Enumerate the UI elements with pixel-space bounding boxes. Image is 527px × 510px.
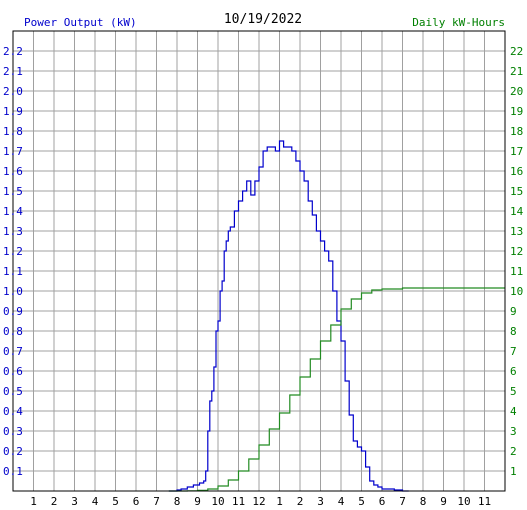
y-left-tick-label: 0.7 [3, 345, 23, 358]
y-right-tick-label: 19 [510, 105, 523, 118]
y-left-tick-label: 1.8 [3, 125, 23, 138]
x-tick-label: 8 [420, 495, 427, 508]
y-left-tick-label: 0.1 [3, 465, 23, 478]
y-left-tick-label: 1.0 [3, 285, 23, 298]
x-tick-label: 6 [133, 495, 140, 508]
x-tick-label: 1 [276, 495, 283, 508]
y-right-tick-label: 6 [510, 365, 517, 378]
x-tick-label: 2 [297, 495, 304, 508]
y-right-tick-label: 21 [510, 65, 523, 78]
x-tick-label: 9 [440, 495, 447, 508]
y-left-tick-label: 1.7 [3, 145, 23, 158]
x-tick-label: 7 [153, 495, 160, 508]
y-left-tick-label: 1.3 [3, 225, 23, 238]
y-left-tick-label: 0.2 [3, 445, 23, 458]
x-tick-label: 11 [478, 495, 491, 508]
tick-labels: 1 2 3 4 5 6 7 8 9 10 11 12 1 2 3 4 5 6 7 8 9 10 110.10.20.30.4… [3, 45, 524, 508]
y-right-tick-label: 11 [510, 265, 523, 278]
y-right-tick-label: 7 [510, 345, 517, 358]
y-right-tick-label: 22 [510, 45, 523, 58]
daily-energy-line [168, 287, 505, 492]
series-group [168, 140, 505, 492]
y-right-tick-label: 13 [510, 225, 523, 238]
grid-lines [13, 31, 505, 491]
y-right-tick-label: 2 [510, 445, 517, 458]
x-tick-label: 4 [92, 495, 99, 508]
y-left-tick-label: 0.4 [3, 405, 23, 418]
y-right-tick-label: 20 [510, 85, 523, 98]
y-left-tick-label: 1.6 [3, 165, 23, 178]
y-right-tick-label: 8 [510, 325, 517, 338]
x-tick-label: 2 [51, 495, 58, 508]
power-output-line [168, 140, 409, 492]
right-axis-title: Daily kW-Hours [412, 16, 505, 29]
y-right-tick-label: 4 [510, 405, 517, 418]
left-axis-title: Power Output (kW) [24, 16, 137, 29]
x-tick-label: 4 [338, 495, 345, 508]
y-left-tick-label: 0.8 [3, 325, 23, 338]
x-tick-label: 10 [457, 495, 470, 508]
x-tick-label: 9 [194, 495, 201, 508]
y-right-tick-label: 15 [510, 185, 523, 198]
y-left-tick-label: 1.9 [3, 105, 23, 118]
y-left-tick-label: 2.0 [3, 85, 23, 98]
y-left-tick-label: 2.1 [3, 65, 23, 78]
y-left-tick-label: 0.5 [3, 385, 23, 398]
chart-title: 10/19/2022 [224, 12, 302, 27]
y-right-tick-label: 12 [510, 245, 523, 258]
x-tick-label: 1 [30, 495, 37, 508]
y-left-tick-label: 0.9 [3, 305, 23, 318]
y-left-tick-label: 1.1 [3, 265, 23, 278]
y-left-tick-label: 1.2 [3, 245, 23, 258]
y-right-tick-label: 5 [510, 385, 517, 398]
y-right-tick-label: 1 [510, 465, 517, 478]
y-right-tick-label: 17 [510, 145, 523, 158]
y-right-tick-label: 3 [510, 425, 517, 438]
y-right-tick-label: 16 [510, 165, 523, 178]
x-tick-label: 12 [252, 495, 265, 508]
plot-frame [12, 30, 506, 492]
x-tick-label: 11 [232, 495, 245, 508]
x-tick-label: 6 [379, 495, 386, 508]
x-tick-label: 7 [399, 495, 406, 508]
x-tick-label: 5 [358, 495, 365, 508]
y-right-tick-label: 9 [510, 305, 517, 318]
y-right-tick-label: 14 [510, 205, 524, 218]
x-tick-label: 10 [211, 495, 224, 508]
x-tick-label: 8 [174, 495, 181, 508]
y-right-tick-label: 18 [510, 125, 523, 138]
y-right-tick-label: 10 [510, 285, 523, 298]
y-left-tick-label: 2.2 [3, 45, 23, 58]
x-tick-label: 3 [71, 495, 78, 508]
y-left-tick-label: 1.4 [3, 205, 23, 218]
y-left-tick-label: 0.3 [3, 425, 23, 438]
y-left-tick-label: 0.6 [3, 365, 23, 378]
y-left-tick-label: 1.5 [3, 185, 23, 198]
x-tick-label: 5 [112, 495, 119, 508]
x-tick-label: 3 [317, 495, 324, 508]
